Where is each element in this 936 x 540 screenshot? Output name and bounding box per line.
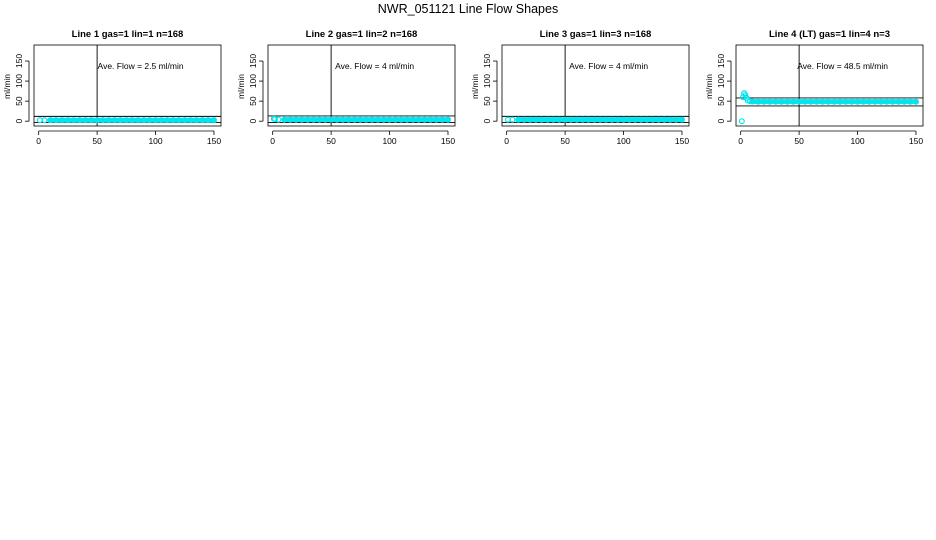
plot-frame xyxy=(735,44,924,127)
y-tick-label: 50 xyxy=(14,96,24,106)
data-series xyxy=(738,90,919,125)
y-tick-label: 150 xyxy=(14,54,24,68)
x-tick-label: 150 xyxy=(207,136,221,146)
x-tick-label: 50 xyxy=(560,136,570,146)
y-tick-label: 0 xyxy=(14,119,24,124)
data-series xyxy=(36,117,217,124)
x-tick-label: 100 xyxy=(382,136,396,146)
plot-frame xyxy=(33,44,222,127)
data-point-band xyxy=(516,117,684,122)
y-tick-label: 0 xyxy=(716,119,726,124)
data-point-band xyxy=(750,99,918,104)
data-point xyxy=(272,116,279,123)
chart-panel-2: Line 2 gas=1 lin=2 n=168 ml/min 0 50 100 150 0… xyxy=(236,29,456,146)
data-series xyxy=(270,115,451,123)
plot-frame xyxy=(501,44,690,127)
x-tick-label: 100 xyxy=(148,136,162,146)
chart-title: Line 3 gas=1 lin=3 n=168 xyxy=(540,29,652,40)
y-tick-label: 0 xyxy=(248,119,258,124)
x-tick-label: 50 xyxy=(794,136,804,146)
y-tick-label: 150 xyxy=(482,54,492,68)
plot-frame xyxy=(267,44,456,127)
data-point xyxy=(509,116,516,123)
data-series xyxy=(504,116,685,123)
x-tick-label: 100 xyxy=(850,136,864,146)
average-flow-annotation: Ave. Flow = 48.5 ml/min xyxy=(797,61,888,71)
chart-panel-3: Line 3 gas=1 lin=3 n=168 ml/min 0 50 100 150 0… xyxy=(470,29,690,146)
chart-title: Line 4 (LT) gas=1 lin=4 n=3 xyxy=(769,29,890,40)
y-tick-label: 150 xyxy=(248,54,258,68)
x-tick-label: 0 xyxy=(504,136,509,146)
y-tick-label: 100 xyxy=(716,74,726,88)
y-axis-label: ml/min xyxy=(236,74,246,99)
data-point xyxy=(738,118,745,125)
y-tick-label: 50 xyxy=(248,96,258,106)
y-tick-label: 50 xyxy=(482,96,492,106)
data-point-band xyxy=(48,117,216,123)
x-tick-label: 150 xyxy=(675,136,689,146)
chart-panel-1: Line 1 gas=1 lin=1 n=168 ml/min 0 50 100 150 0… xyxy=(2,29,222,146)
x-tick-label: 0 xyxy=(36,136,41,146)
data-point-band xyxy=(282,117,450,122)
y-axis-label: ml/min xyxy=(470,74,480,99)
y-tick-label: 100 xyxy=(482,74,492,88)
page-title: NWR_051121 Line Flow Shapes xyxy=(377,2,559,16)
x-tick-label: 100 xyxy=(616,136,630,146)
x-tick-label: 150 xyxy=(441,136,455,146)
y-axis-label: ml/min xyxy=(704,74,714,99)
chart-title: Line 1 gas=1 lin=1 n=168 xyxy=(72,29,184,40)
y-axis-label: ml/min xyxy=(2,74,12,99)
x-tick-label: 0 xyxy=(270,136,275,146)
average-flow-annotation: Ave. Flow = 4 ml/min xyxy=(335,61,414,71)
average-flow-annotation: Ave. Flow = 4 ml/min xyxy=(569,61,648,71)
chart-title: Line 2 gas=1 lin=2 n=168 xyxy=(306,29,418,40)
data-point xyxy=(275,116,282,123)
y-tick-label: 150 xyxy=(716,54,726,68)
average-flow-annotation: Ave. Flow = 2.5 ml/min xyxy=(98,61,184,71)
x-tick-label: 0 xyxy=(738,136,743,146)
chart-panel-4: Line 4 (LT) gas=1 lin=4 n=3 ml/min 0 50 100 1… xyxy=(704,29,924,146)
data-point xyxy=(41,117,48,124)
data-point xyxy=(742,92,749,99)
y-tick-label: 50 xyxy=(716,96,726,106)
x-tick-label: 50 xyxy=(326,136,336,146)
y-tick-label: 100 xyxy=(248,74,258,88)
y-tick-label: 0 xyxy=(482,119,492,124)
x-tick-label: 50 xyxy=(92,136,102,146)
x-tick-label: 150 xyxy=(909,136,923,146)
y-tick-label: 100 xyxy=(14,74,24,88)
